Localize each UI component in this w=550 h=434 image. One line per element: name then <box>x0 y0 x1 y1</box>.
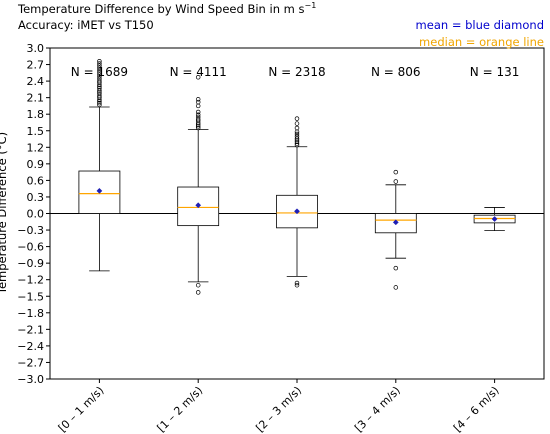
outlier-point <box>294 141 300 146</box>
y-tick-label: −1.5 <box>17 290 44 303</box>
mean-marker <box>195 202 202 209</box>
y-tick-label: 2.4 <box>27 75 45 88</box>
mean-marker <box>294 208 300 215</box>
y-tick-label: −2.1 <box>17 323 44 336</box>
x-tick-label: [0 – 1 m/s) <box>56 384 107 434</box>
mean-annotation: mean = blue diamond <box>415 18 544 32</box>
outlier-point <box>294 134 300 139</box>
outlier-point <box>195 99 201 105</box>
outlier-point <box>97 100 102 106</box>
outlier-point <box>97 91 102 97</box>
outlier-point <box>195 74 201 80</box>
outlier-point <box>195 97 201 102</box>
outlier-point <box>195 109 201 115</box>
outlier-point <box>97 78 102 84</box>
y-tick-label: 3.0 <box>27 42 45 55</box>
x-tick-label: [3 – 4 m/s) <box>352 384 403 434</box>
outlier-point <box>97 70 102 75</box>
outlier-point <box>195 114 201 120</box>
mean-marker <box>392 219 399 226</box>
sample-count-label: N = 1689 <box>71 65 128 79</box>
y-tick-label: −0.9 <box>17 257 44 270</box>
sample-count-label: N = 131 <box>470 65 520 79</box>
outlier-point <box>294 280 300 286</box>
outlier-point <box>294 139 300 145</box>
outlier-point <box>97 76 102 82</box>
y-tick-label: 2.7 <box>27 59 45 72</box>
outlier-point <box>393 179 399 184</box>
outlier-point <box>97 72 102 77</box>
y-tick-label: −3.0 <box>17 373 44 386</box>
outlier-point <box>195 116 201 122</box>
outlier-point <box>97 67 102 73</box>
y-tick-label: 0.0 <box>27 208 45 221</box>
sample-count-label: N = 2318 <box>268 65 325 79</box>
x-tick-label: [2 – 3 m/s) <box>253 384 304 434</box>
y-tick-label: −1.2 <box>17 274 44 287</box>
outlier-point <box>294 142 300 148</box>
outlier-point <box>294 131 300 137</box>
sample-count-label: N = 4111 <box>170 65 227 79</box>
y-tick-label: 1.5 <box>27 125 45 138</box>
y-tick-label: 1.8 <box>27 108 45 121</box>
median-annotation: median = orange line <box>419 35 544 49</box>
outlier-point <box>97 74 102 79</box>
y-tick-label: −0.3 <box>17 224 44 237</box>
outlier-point <box>393 265 399 271</box>
outlier-point <box>294 282 300 288</box>
y-tick-label: 2.1 <box>27 92 45 105</box>
outlier-point <box>294 136 300 141</box>
x-tick-label: [4 – 6 m/s) <box>451 384 502 434</box>
outlier-point <box>393 169 399 175</box>
y-tick-label: −0.6 <box>17 241 44 254</box>
mean-marker <box>491 216 498 222</box>
x-tick-label: [1 – 2 m/s) <box>155 384 206 434</box>
chart-subtitle: Accuracy: iMET vs T150 <box>18 18 154 32</box>
outlier-point <box>97 86 102 91</box>
outlier-point <box>195 282 201 288</box>
outlier-point <box>294 116 300 121</box>
chart-title-text: Temperature Difference by Wind Speed Bin… <box>18 1 305 16</box>
outlier-point <box>97 63 102 68</box>
y-tick-label: 0.6 <box>27 174 45 187</box>
chart-title: Temperature Difference by Wind Speed Bin… <box>18 1 316 16</box>
plot-area: −3.0 −2.7 −2.4 −2.1 −1.8 −1.5 −1.2 −0.9 −0.6 −0.3… <box>17 42 545 434</box>
chart-title-superscript: −1 <box>304 1 317 10</box>
sample-count-label: N = 806 <box>371 65 421 79</box>
y-tick-label: −2.7 <box>17 356 44 369</box>
y-tick-label: 1.2 <box>27 141 45 154</box>
y-tick-label: −2.4 <box>17 340 44 353</box>
y-axis-label: Temperature Difference (°C) <box>0 131 9 295</box>
y-tick-label: −1.8 <box>17 307 44 320</box>
outlier-point <box>97 102 102 108</box>
outlier-point <box>294 121 300 126</box>
outlier-point <box>195 290 201 295</box>
outlier-point <box>195 125 201 131</box>
outlier-point <box>97 58 102 64</box>
outlier-point <box>195 103 201 109</box>
outlier-point <box>195 112 201 118</box>
y-tick-label: 0.3 <box>27 191 45 204</box>
iqr-box <box>276 194 318 229</box>
outlier-point <box>97 61 102 66</box>
mean-marker <box>96 187 103 194</box>
outlier-point <box>393 285 399 290</box>
outlier-point <box>195 124 201 129</box>
y-tick-label: 0.9 <box>27 158 45 171</box>
outlier-point <box>294 125 300 131</box>
outlier-point <box>97 65 102 71</box>
